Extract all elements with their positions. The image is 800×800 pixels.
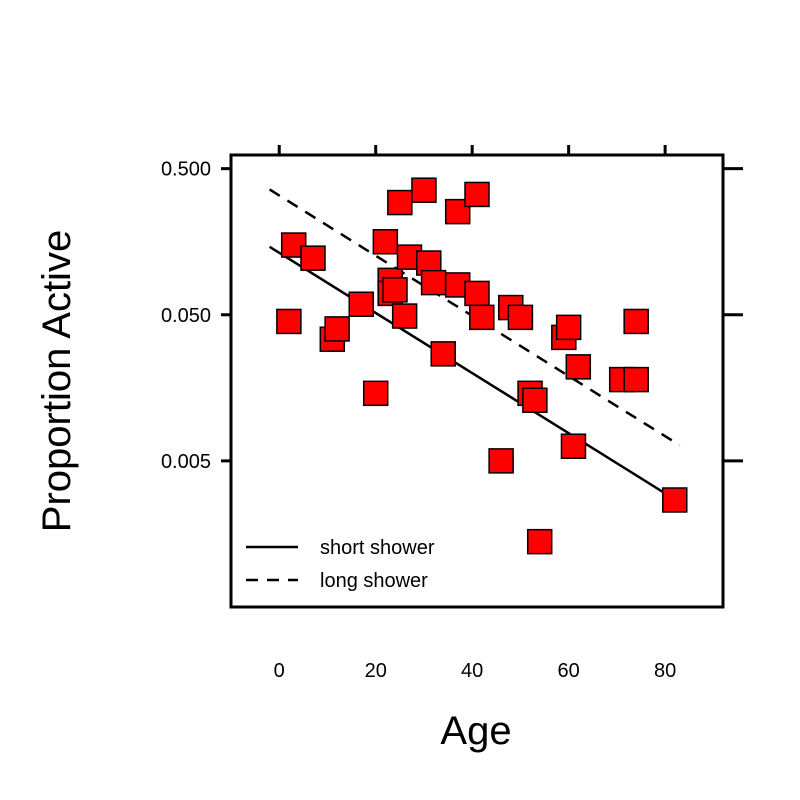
data-point [464, 280, 490, 307]
data-point [662, 487, 688, 513]
data-point [276, 308, 302, 335]
x-tick-label-20: 20 [365, 660, 387, 682]
tick-marks [221, 145, 743, 463]
x-tick-label-0: 0 [274, 660, 285, 682]
x-axis-title: Age [440, 709, 511, 753]
data-point [623, 308, 649, 335]
data-point [623, 366, 649, 393]
data-point [391, 303, 418, 329]
y-tick-label-0.005: 0.005 [161, 451, 211, 473]
data-point [372, 229, 399, 255]
data-point [348, 291, 374, 318]
data-point [411, 177, 437, 203]
data-point [464, 181, 490, 208]
data-point [362, 380, 389, 407]
data-point [507, 304, 534, 331]
data-point [488, 448, 514, 474]
plot-frame [229, 153, 725, 609]
x-tick-label-40: 40 [461, 660, 483, 682]
y-tick-label-0.500: 0.500 [161, 159, 211, 181]
data-point [300, 245, 326, 271]
data-point [555, 314, 582, 341]
data-point [430, 341, 456, 367]
data-point [469, 304, 495, 331]
data-point [526, 528, 553, 555]
data-point [565, 354, 592, 380]
x-tick-label-60: 60 [558, 660, 580, 682]
data-point [324, 316, 350, 342]
data-point [560, 433, 587, 459]
data-point [382, 277, 408, 303]
data-point [522, 387, 548, 413]
legend-label-long-shower: long shower [320, 570, 428, 592]
x-tick-label-80: 80 [654, 660, 676, 682]
tick-labels: 0 20 40 60 80 0.500 0.050 0.005 [161, 159, 676, 682]
y-tick-label-0.050: 0.050 [161, 305, 211, 327]
legend-label-short-shower: short shower [320, 537, 435, 559]
data-point [387, 189, 413, 216]
data-points [276, 177, 688, 555]
fit-line-short-shower [268, 245, 681, 504]
legend: short shower long shower [246, 537, 435, 592]
y-axis-title: Proportion Active [35, 230, 79, 532]
data-point [420, 269, 447, 296]
